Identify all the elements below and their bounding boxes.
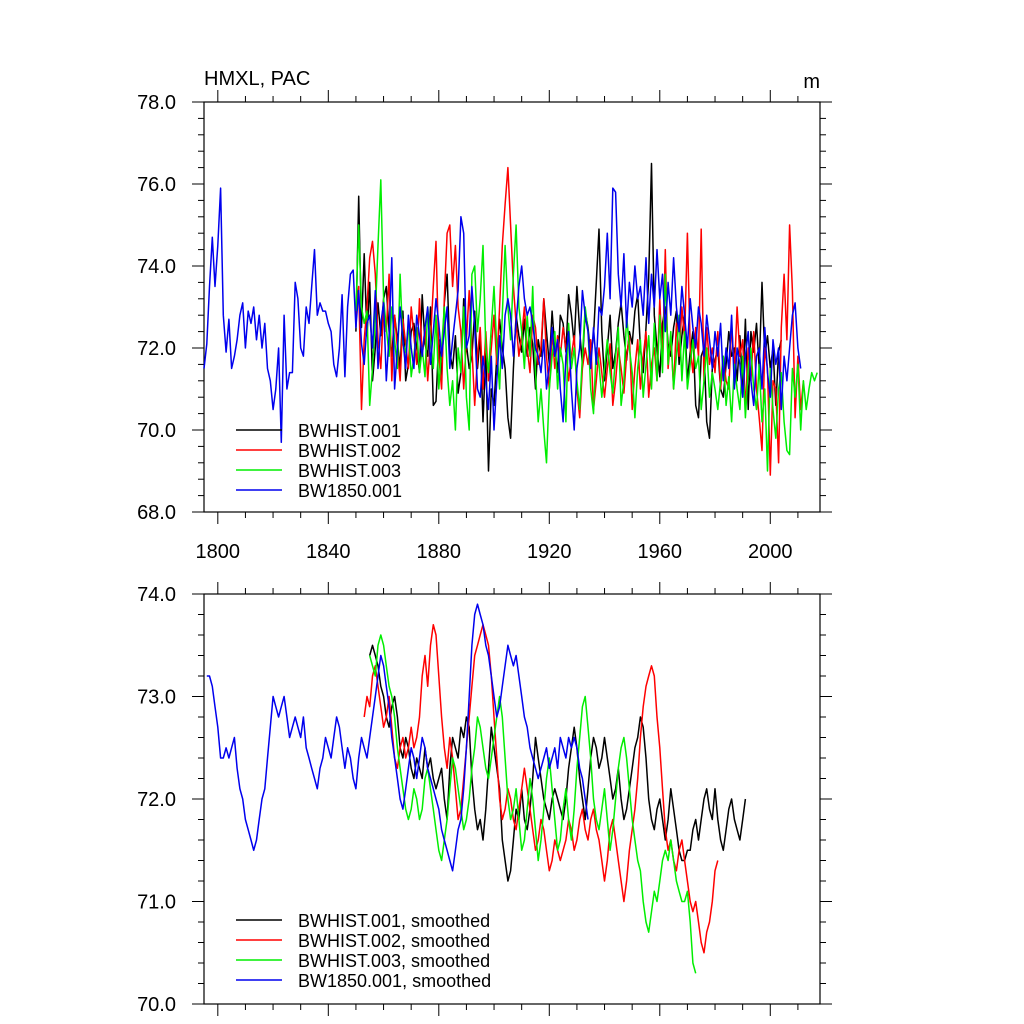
top-series-lines	[203, 162, 818, 476]
legend-label: BWHIST.003	[298, 461, 401, 481]
y-tick-label: 70.0	[137, 420, 176, 442]
bottom-panel: 70.0 71.0 72.0 73.0 74.0 BWHIST.001, smoothe…	[137, 582, 832, 1016]
x-tick-label: 1960	[638, 541, 683, 563]
y-tick-label: 70.0	[137, 994, 176, 1016]
series-line	[368, 634, 697, 974]
top-y-tick-labels: 68.0 70.0 72.0 74.0 76.0 78.0	[137, 92, 176, 524]
top-plot-frame	[203, 101, 821, 513]
series-line	[368, 644, 747, 882]
y-tick-label: 73.0	[137, 687, 176, 709]
chart-units: m	[803, 71, 820, 93]
bottom-plot-frame	[203, 593, 821, 1005]
x-tick-label: 2000	[748, 541, 793, 563]
x-tick-label: 1840	[306, 541, 351, 563]
chart-title: HMXL, PAC	[204, 68, 310, 90]
y-tick-label: 74.0	[137, 584, 176, 606]
y-tick-label: 76.0	[137, 174, 176, 196]
x-tick-label: 1880	[417, 541, 462, 563]
bottom-y-tick-labels: 70.0 71.0 72.0 73.0 74.0	[137, 584, 176, 1016]
legend-label: BWHIST.001, smoothed	[298, 911, 490, 931]
x-tick-label: 1800	[196, 541, 241, 563]
y-tick-label: 72.0	[137, 338, 176, 360]
top-axis-ticks	[192, 90, 832, 524]
series-line	[206, 603, 589, 872]
legend-label: BWHIST.002	[298, 441, 401, 461]
legend-label: BWHIST.003, smoothed	[298, 951, 490, 971]
legend-label: BWHIST.002, smoothed	[298, 931, 490, 951]
y-tick-label: 78.0	[137, 92, 176, 114]
legend-label: BW1850.001	[298, 481, 402, 501]
y-tick-label: 68.0	[137, 502, 176, 524]
y-tick-label: 72.0	[137, 789, 176, 811]
bottom-axis-ticks	[192, 582, 832, 1016]
x-tick-label: 1920	[527, 541, 572, 563]
top-panel: HMXL, PAC m 68.0 70.0 72.0 74.0 76.0 78.0 180…	[137, 68, 832, 563]
bottom-series-lines	[206, 603, 747, 974]
top-x-tick-labels: 1800 1840 1880 1920 1960 2000	[196, 541, 793, 563]
y-tick-label: 71.0	[137, 892, 176, 914]
legend-label: BWHIST.001	[298, 421, 401, 441]
series-line	[363, 623, 719, 954]
legend-label: BW1850.001, smoothed	[298, 971, 491, 991]
y-tick-label: 74.0	[137, 256, 176, 278]
series-line	[203, 187, 802, 444]
